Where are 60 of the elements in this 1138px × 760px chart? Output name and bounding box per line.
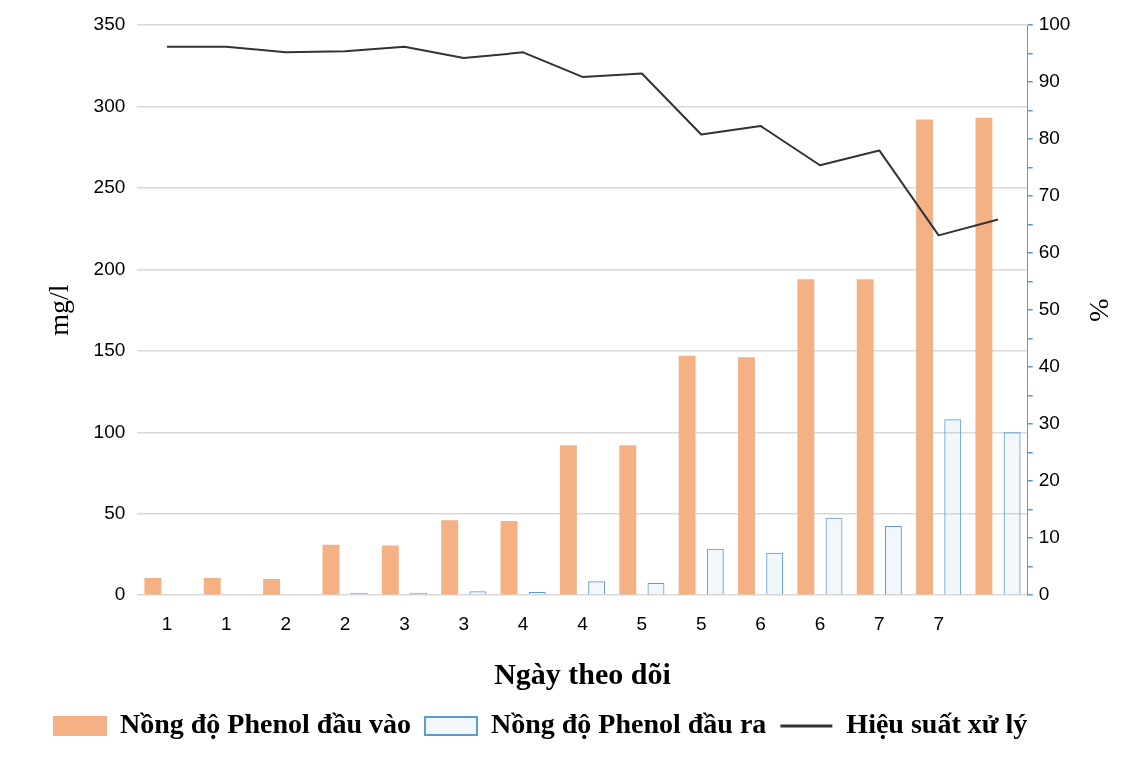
x-tick-label: 4: [577, 612, 589, 634]
x-tick-label: 3: [458, 612, 470, 634]
x-tick-label: 6: [814, 612, 826, 634]
y2-tick-label: 0: [1038, 583, 1050, 605]
bar: [916, 119, 934, 595]
bar: [678, 355, 696, 595]
bar: [945, 420, 961, 595]
bar: [144, 578, 162, 595]
bar: [884, 525, 902, 595]
y2-axis-title: %: [1083, 298, 1115, 322]
bar: [322, 544, 340, 595]
bar: [500, 521, 518, 595]
y-tick-label: 250: [93, 176, 126, 198]
legend-label: Hiệu suất xử lý: [846, 708, 1028, 740]
bar: [619, 445, 637, 595]
y2-tick-label: 90: [1038, 70, 1060, 92]
bar: [975, 117, 993, 595]
x-tick-label: 1: [221, 612, 232, 634]
y2-tick-label: 30: [1038, 412, 1060, 434]
y2-tick-label: 70: [1038, 184, 1060, 206]
x-tick-label: 7: [933, 612, 944, 634]
x-tick-label: 5: [636, 612, 648, 634]
x-tick-label: 2: [339, 612, 351, 634]
x-tick-label: 4: [517, 612, 529, 634]
y2-tick-label: 40: [1038, 355, 1060, 377]
y-tick-label: 0: [114, 583, 126, 605]
legend-label: Nồng độ Phenol đầu ra: [490, 708, 767, 740]
x-tick-label: 2: [280, 612, 291, 634]
bar: [203, 578, 221, 595]
bar: [706, 548, 724, 595]
x-tick-label: 3: [399, 612, 410, 634]
bar: [263, 578, 281, 595]
bar: [381, 545, 399, 595]
bar: [766, 552, 784, 595]
y-tick-label: 350: [93, 13, 126, 35]
bar: [738, 357, 755, 595]
y-axis-title: mg/l: [43, 284, 75, 336]
x-tick-label: 6: [755, 612, 766, 634]
x-tick-label: 5: [695, 612, 707, 634]
x-tick-label: 1: [161, 612, 173, 634]
bar: [856, 279, 874, 595]
bar: [441, 520, 459, 595]
bar: [797, 279, 815, 595]
bar: [1004, 433, 1020, 595]
x-axis-title: Ngày theo dõi: [494, 656, 671, 690]
y2-tick-label: 10: [1038, 526, 1060, 548]
y-tick-label: 50: [104, 501, 126, 523]
bar: [825, 517, 843, 595]
y2-tick-label: 80: [1038, 127, 1060, 149]
y-tick-label: 150: [93, 339, 126, 361]
x-tick-label: 7: [874, 612, 885, 634]
y2-tick-label: 50: [1038, 298, 1060, 320]
y2-tick-label: 20: [1038, 469, 1060, 491]
y2-tick-label: 100: [1038, 13, 1071, 35]
y2-tick-label: 60: [1038, 241, 1060, 263]
y-tick-label: 200: [93, 257, 126, 279]
legend-label: Nồng độ Phenol đầu vào: [120, 708, 411, 740]
bar: [559, 445, 577, 595]
y-tick-label: 300: [93, 94, 126, 116]
y-tick-label: 100: [93, 420, 126, 442]
